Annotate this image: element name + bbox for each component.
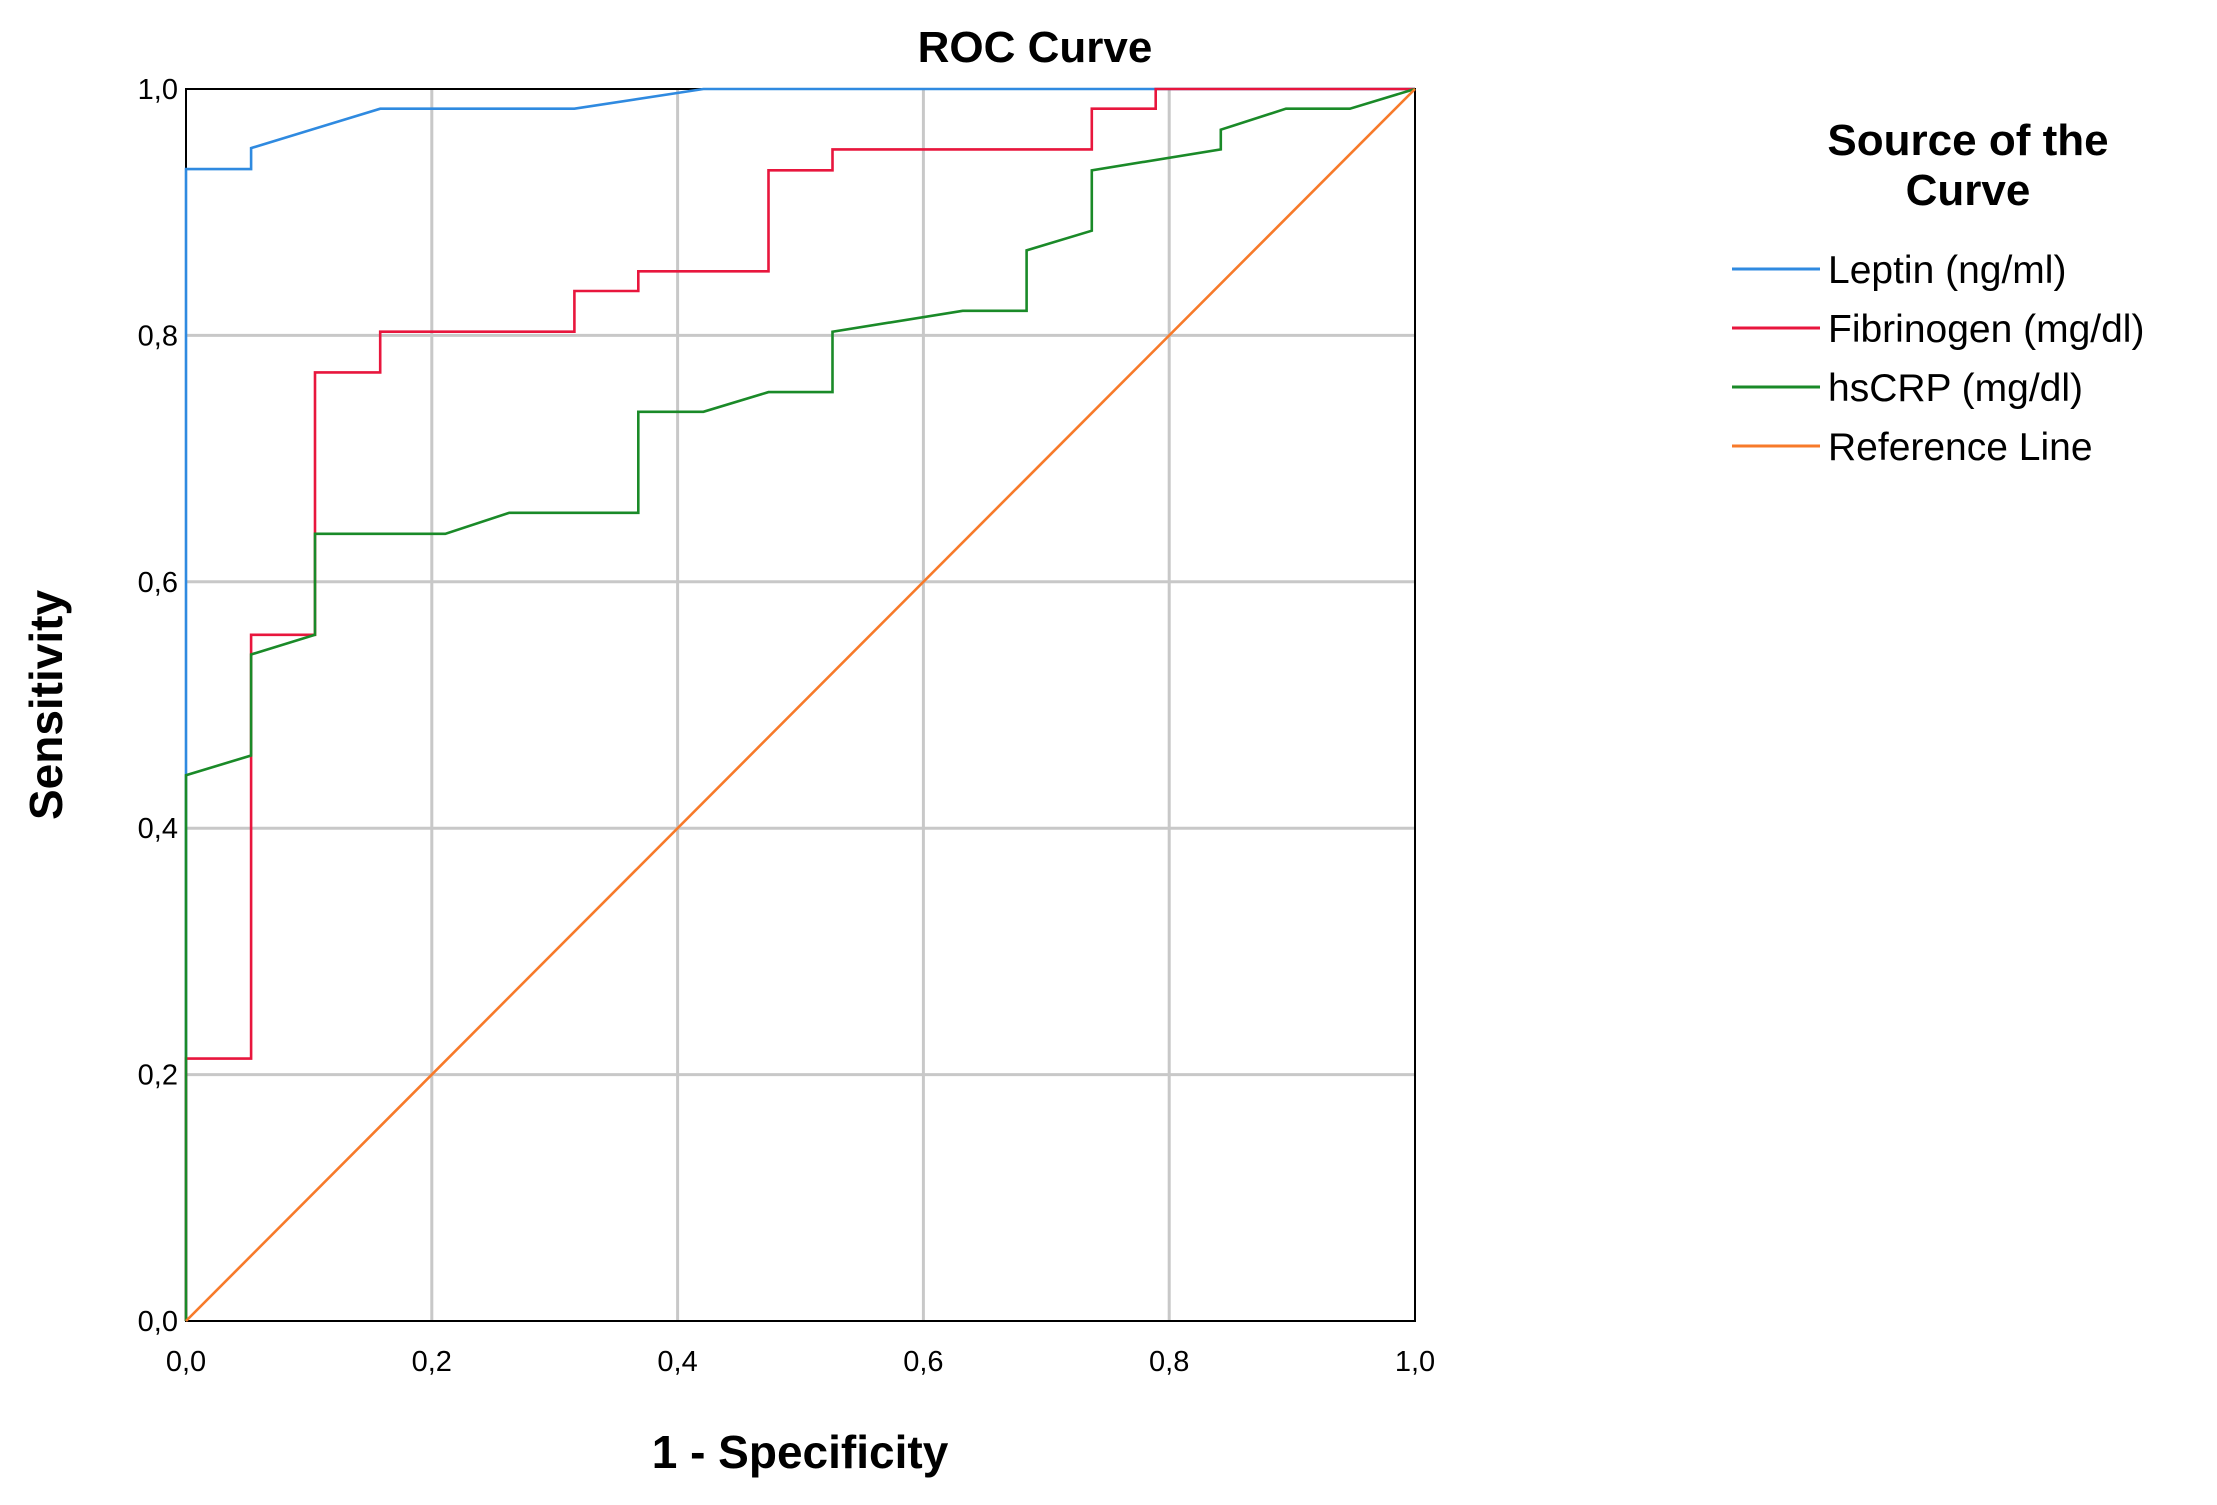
- y-tick-label: 1,0: [138, 74, 178, 106]
- series-lines: [184, 87, 1416, 1322]
- y-tick-label: 0,0: [138, 1306, 178, 1338]
- y-tick-label: 0,4: [138, 813, 178, 845]
- legend-title-line-1: Source of the: [1827, 116, 2108, 165]
- legend-label-hscrp-mg-dl: hsCRP (mg/dl): [1828, 367, 2083, 410]
- x-tick-label: 0,8: [1149, 1346, 1189, 1378]
- x-axis-label: 1 - Specificity: [652, 1426, 949, 1478]
- y-tick-label: 0,2: [138, 1060, 178, 1092]
- x-tick-label: 0,4: [657, 1346, 697, 1378]
- series-line-fibrinogen-mg-dl: [184, 87, 1415, 1321]
- x-tick-label: 1,0: [1395, 1346, 1435, 1378]
- legend-label-leptin-ng-ml: Leptin (ng/ml): [1828, 249, 2066, 292]
- x-tick-label: 0,6: [903, 1346, 943, 1378]
- chart-title: ROC Curve: [918, 23, 1153, 72]
- legend-items: Leptin (ng/ml) Fibrinogen (mg/dl) hsCRP (m…: [1732, 249, 2144, 469]
- x-tick-label: 0,2: [412, 1346, 452, 1378]
- x-tick-labels: 0,0 0,2 0,4 0,6 0,8 1,0: [166, 1346, 1435, 1378]
- legend-title-line-2: Curve: [1906, 166, 2031, 215]
- series-line-hscrp-mg-dl: [184, 87, 1416, 1321]
- x-tick-label: 0,0: [166, 1346, 206, 1378]
- series-line-reference-line: [185, 88, 1416, 1322]
- y-tick-label: 0,8: [138, 320, 178, 352]
- series-line-leptin-ng-ml: [184, 87, 1415, 1321]
- y-axis-label: Sensitivity: [20, 590, 72, 821]
- legend-label-fibrinogen-mg-dl: Fibrinogen (mg/dl): [1828, 308, 2144, 351]
- legend: Source of the Curve Leptin (ng/ml) Fibrin…: [1732, 116, 2144, 469]
- y-tick-label: 0,6: [138, 567, 178, 599]
- grid-lines: [186, 89, 1415, 1321]
- legend-label-reference-line: Reference Line: [1828, 426, 2093, 469]
- y-tick-labels: 0,0 0,2 0,4 0,6 0,8 1,0: [138, 74, 178, 1338]
